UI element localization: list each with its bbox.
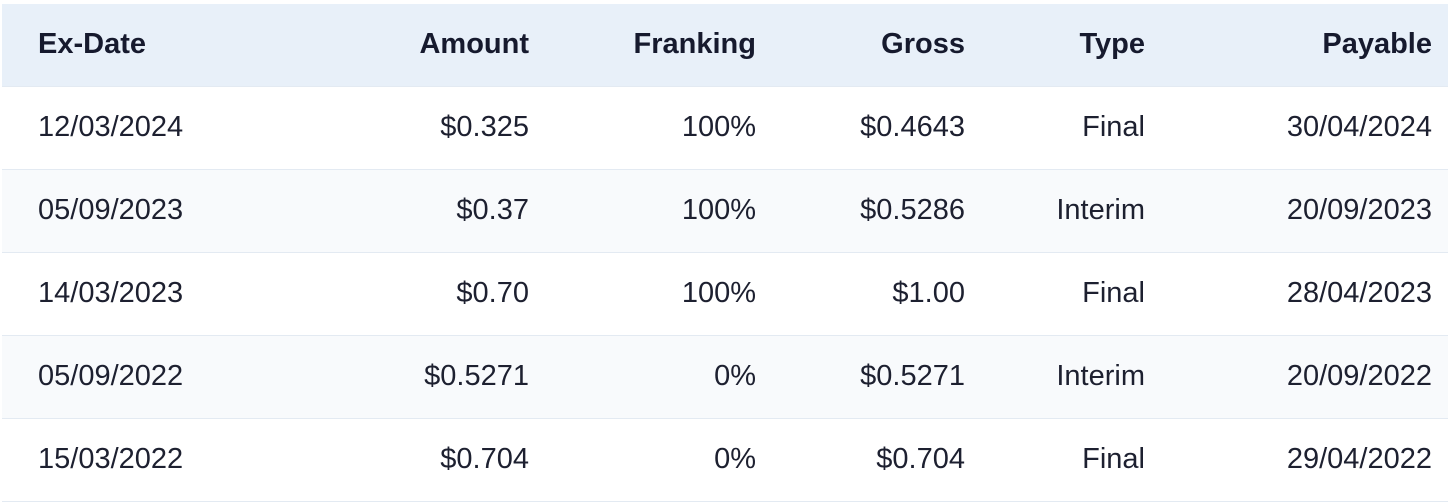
cell-gross: $0.5271 [860, 360, 965, 392]
cell-franking: 100% [681, 277, 756, 309]
table-header: Ex-Date Amount Franking Gross Type Payab… [2, 4, 1448, 86]
cell-ex-date: 05/09/2023 [38, 194, 184, 226]
cell-ex-date: 12/03/2024 [38, 111, 184, 143]
cell-gross: $1.00 [892, 277, 965, 309]
cell-ex-date: 15/03/2022 [38, 443, 184, 475]
cell-amount: $0.5271 [424, 360, 529, 392]
cell-payable: 20/09/2023 [1286, 194, 1432, 226]
cell-type: Final [1082, 443, 1145, 475]
cell-gross: $0.4643 [860, 111, 965, 143]
header-row: Ex-Date Amount Franking Gross Type Payab… [2, 4, 1448, 86]
cell-payable: 30/04/2024 [1286, 111, 1432, 143]
column-header-amount[interactable]: Amount [419, 28, 529, 61]
dividend-table: Ex-Date Amount Franking Gross Type Payab… [2, 4, 1448, 502]
cell-franking: 0% [714, 443, 756, 475]
cell-franking: 100% [681, 194, 756, 226]
column-header-type[interactable]: Type [1079, 28, 1145, 61]
cell-amount: $0.70 [456, 277, 529, 309]
cell-gross: $0.5286 [860, 194, 965, 226]
table-row: 05/09/2022 $0.5271 0% $0.5271 Interim 20… [2, 335, 1448, 418]
table-row: 05/09/2023 $0.37 100% $0.5286 Interim 20… [2, 169, 1448, 252]
cell-amount: $0.37 [456, 194, 529, 226]
column-header-ex-date[interactable]: Ex-Date [38, 28, 146, 61]
cell-payable: 20/09/2022 [1286, 360, 1432, 392]
column-header-franking[interactable]: Franking [633, 28, 756, 61]
table-row: 14/03/2023 $0.70 100% $1.00 Final 28/04/… [2, 252, 1448, 335]
cell-ex-date: 14/03/2023 [38, 277, 184, 309]
cell-payable: 29/04/2022 [1286, 443, 1432, 475]
cell-franking: 0% [714, 360, 756, 392]
column-header-payable[interactable]: Payable [1322, 28, 1432, 61]
cell-amount: $0.325 [440, 111, 529, 143]
cell-franking: 100% [681, 111, 756, 143]
cell-payable: 28/04/2023 [1286, 277, 1432, 309]
cell-type: Final [1082, 277, 1145, 309]
table-body: 12/03/2024 $0.325 100% $0.4643 Final 30/… [2, 86, 1448, 501]
cell-amount: $0.704 [440, 443, 529, 475]
cell-type: Interim [1056, 194, 1145, 226]
table-row: 15/03/2022 $0.704 0% $0.704 Final 29/04/… [2, 418, 1448, 501]
cell-ex-date: 05/09/2022 [38, 360, 184, 392]
table-row: 12/03/2024 $0.325 100% $0.4643 Final 30/… [2, 86, 1448, 169]
column-header-gross[interactable]: Gross [881, 28, 965, 61]
cell-type: Final [1082, 111, 1145, 143]
cell-type: Interim [1056, 360, 1145, 392]
cell-gross: $0.704 [876, 443, 965, 475]
